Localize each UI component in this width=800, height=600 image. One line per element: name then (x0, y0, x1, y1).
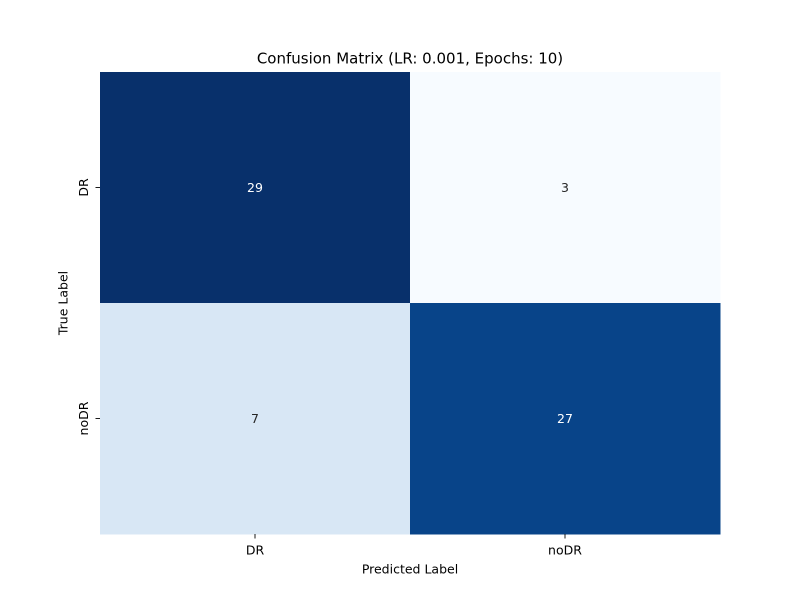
chart-title: Confusion Matrix (LR: 0.001, Epochs: 10) (257, 50, 563, 68)
cell-value-label: 29 (247, 180, 263, 195)
heatmap-cell (410, 303, 721, 535)
y-axis-label: True Label (56, 271, 71, 336)
heatmap-cells: 29 3 7 27 (100, 72, 721, 535)
y-tick-label: noDR (76, 401, 91, 435)
heatmap-cell (100, 72, 411, 304)
y-tick-label: DR (76, 178, 91, 197)
heatmap-cell (410, 72, 721, 304)
x-axis-ticks: DR noDR (246, 534, 582, 558)
x-axis-label: Predicted Label (362, 562, 458, 577)
x-tick-label: noDR (548, 543, 582, 558)
heatmap-cell (100, 303, 411, 535)
x-tick-label: DR (246, 543, 265, 558)
cell-value-label: 27 (557, 411, 573, 426)
y-axis-ticks: DR noDR (76, 178, 100, 435)
cell-value-label: 7 (251, 411, 259, 426)
cell-value-label: 3 (561, 180, 569, 195)
